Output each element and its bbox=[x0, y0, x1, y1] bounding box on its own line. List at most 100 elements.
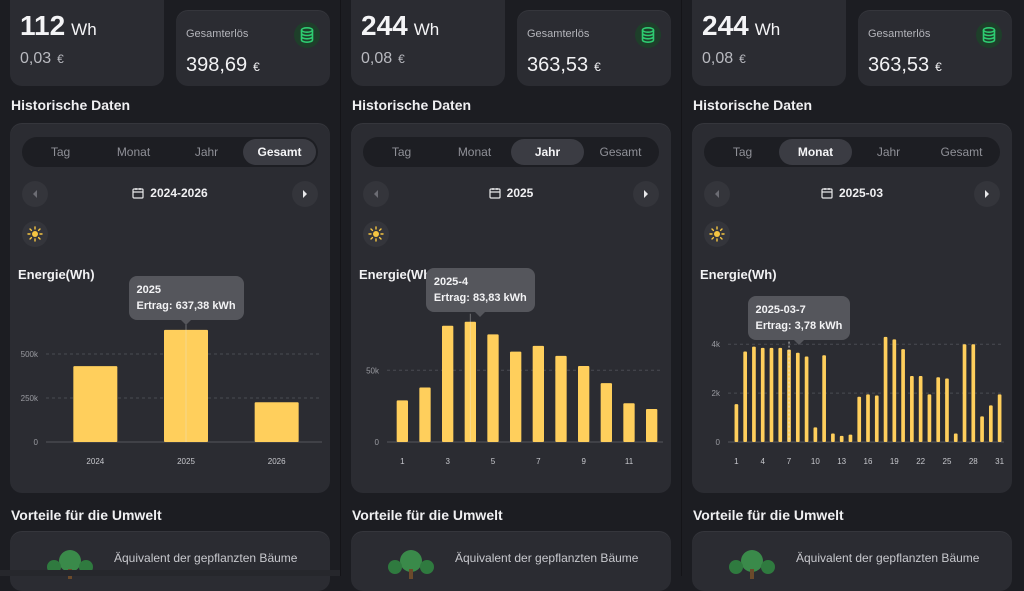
today-energy-card[interactable]: 244 Wh 0,08 € bbox=[351, 0, 505, 86]
previous-period-button[interactable] bbox=[363, 181, 389, 207]
x-tick-label: 9 bbox=[581, 457, 586, 466]
earnings-currency: € bbox=[398, 52, 405, 66]
calendar-icon bbox=[132, 188, 144, 199]
revenue-label: Gesamterlös bbox=[527, 28, 590, 40]
tab-jahr[interactable]: Jahr bbox=[511, 139, 584, 165]
trees-icon bbox=[729, 550, 775, 579]
x-tick-label: 2024 bbox=[86, 457, 104, 466]
y-tick-label: 50k bbox=[366, 366, 380, 375]
period-selector[interactable]: 2024-2026 bbox=[10, 186, 330, 200]
chart-bar bbox=[910, 376, 914, 442]
chart-bar bbox=[464, 321, 476, 442]
chart-bar bbox=[442, 325, 454, 442]
calendar-icon bbox=[489, 188, 501, 199]
chart-bar bbox=[73, 366, 118, 442]
earnings-value: 0,08 € bbox=[361, 50, 405, 68]
history-card: Tag Monat Jahr Gesamt 2025 Energie(Wh) 0… bbox=[351, 123, 671, 493]
earnings-number: 0,08 bbox=[702, 50, 734, 67]
chart-bar bbox=[883, 336, 888, 442]
earnings-value: 0,08 € bbox=[702, 50, 746, 68]
tab-monat[interactable]: Monat bbox=[457, 145, 492, 159]
section-title-history: Historische Daten bbox=[11, 97, 131, 113]
tab-tag[interactable]: Tag bbox=[391, 145, 412, 159]
chart-bar bbox=[988, 405, 993, 442]
chart-tooltip: 2025-03-7 Ertrag: 3,78 kWh bbox=[747, 295, 851, 345]
tooltip-yield: Ertrag: 3,78 kWh bbox=[755, 319, 843, 332]
panel-2: 244 Wh 0,08 € Gesamterlös 363,53 € Historis… bbox=[341, 0, 681, 591]
tab-monat[interactable]: Monat bbox=[779, 139, 852, 165]
chevron-right-icon bbox=[303, 190, 307, 198]
revenue-label: Gesamterlös bbox=[868, 28, 931, 40]
trees-equivalent-label: Äquivalent der gepflanzten Bäume bbox=[796, 551, 980, 565]
period-selector[interactable]: 2025 bbox=[351, 186, 671, 200]
x-tick-label: 5 bbox=[491, 457, 496, 466]
period-label: 2024-2026 bbox=[150, 186, 208, 200]
chart-bar bbox=[901, 349, 905, 442]
previous-period-button[interactable] bbox=[22, 181, 48, 207]
revenue-currency: € bbox=[253, 60, 260, 74]
chart-bar bbox=[839, 435, 844, 442]
chart-bar bbox=[866, 394, 870, 442]
tab-tag[interactable]: Tag bbox=[50, 145, 71, 159]
previous-period-button[interactable] bbox=[704, 181, 730, 207]
energy-bar-chart: 0 2k 4k 1 4 7 10 13 16 19 22 25 28 31 bbox=[712, 336, 1005, 466]
total-revenue-card[interactable]: Gesamterlös 363,53 € bbox=[517, 10, 671, 86]
period-label: 2025 bbox=[506, 186, 534, 200]
period-selector[interactable]: 2025-03 bbox=[692, 186, 1012, 200]
section-title-history: Historische Daten bbox=[352, 97, 472, 113]
section-title-environment: Vorteile für die Umwelt bbox=[693, 507, 844, 523]
revenue-label: Gesamterlös bbox=[186, 28, 249, 40]
history-card: Tag Monat Jahr Gesamt 2024-2026 Energie(… bbox=[10, 123, 330, 493]
tooltip-yield: Ertrag: 83,83 kWh bbox=[433, 291, 527, 304]
y-tick-label: 0 bbox=[34, 438, 39, 447]
trees-icon bbox=[388, 550, 434, 579]
tab-jahr[interactable]: Jahr bbox=[194, 145, 219, 159]
chart-bar bbox=[510, 351, 522, 442]
chart-bar bbox=[646, 409, 658, 442]
x-tick-label: 13 bbox=[837, 457, 846, 466]
period-tabs: Tag Monat Jahr Gesamt bbox=[22, 137, 318, 167]
tab-gesamt[interactable]: Gesamt bbox=[243, 139, 316, 165]
tab-tag[interactable]: Tag bbox=[732, 145, 753, 159]
next-period-button[interactable] bbox=[633, 181, 659, 207]
tooltip-period: 2025-4 bbox=[433, 275, 469, 288]
chart-bar bbox=[555, 355, 567, 442]
energy-value: 244 Wh bbox=[361, 10, 439, 42]
history-card: Tag Monat Jahr Gesamt 2025-03 Energie(Wh… bbox=[692, 123, 1012, 493]
sun-icon bbox=[27, 226, 43, 242]
energy-number: 244 bbox=[702, 10, 749, 41]
revenue-currency: € bbox=[594, 60, 601, 74]
chart-bar bbox=[962, 344, 967, 442]
sun-toggle-button[interactable] bbox=[22, 221, 48, 247]
chart-bar bbox=[892, 339, 897, 442]
energy-unit: Wh bbox=[754, 20, 781, 39]
tab-gesamt[interactable]: Gesamt bbox=[599, 145, 642, 159]
panel-divider bbox=[681, 0, 682, 576]
tab-monat[interactable]: Monat bbox=[116, 145, 151, 159]
x-tick-label: 19 bbox=[890, 457, 899, 466]
bottom-navigation bbox=[0, 570, 340, 576]
energy-unit: Wh bbox=[71, 20, 97, 39]
total-revenue-card[interactable]: Gesamterlös 363,53 € bbox=[858, 10, 1012, 86]
y-tick-label: 0 bbox=[375, 438, 380, 447]
next-period-button[interactable] bbox=[974, 181, 1000, 207]
today-energy-card[interactable]: 244 Wh 0,08 € bbox=[692, 0, 846, 86]
tab-jahr[interactable]: Jahr bbox=[876, 145, 901, 159]
sun-toggle-button[interactable] bbox=[363, 221, 389, 247]
tooltip-yield: Ertrag: 637,38 kWh bbox=[136, 299, 236, 312]
today-energy-card[interactable]: 112 Wh 0,03 € bbox=[10, 0, 164, 86]
total-revenue-card[interactable]: Gesamterlös 398,69 € bbox=[176, 10, 330, 86]
chart-bar bbox=[734, 404, 739, 442]
y-tick-label: 500k bbox=[21, 350, 39, 359]
sun-toggle-button[interactable] bbox=[704, 221, 730, 247]
x-tick-label: 3 bbox=[445, 457, 450, 466]
revenue-number: 363,53 bbox=[868, 54, 930, 76]
chevron-right-icon bbox=[644, 190, 648, 198]
trees-card: Äquivalent der gepflanzten Bäume bbox=[10, 531, 330, 591]
chart-bar bbox=[578, 365, 590, 442]
y-tick-label: 0 bbox=[716, 438, 721, 447]
x-tick-label: 1 bbox=[734, 457, 739, 466]
next-period-button[interactable] bbox=[292, 181, 318, 207]
tab-gesamt[interactable]: Gesamt bbox=[940, 145, 983, 159]
chart-title: Energie(Wh) bbox=[700, 267, 777, 282]
